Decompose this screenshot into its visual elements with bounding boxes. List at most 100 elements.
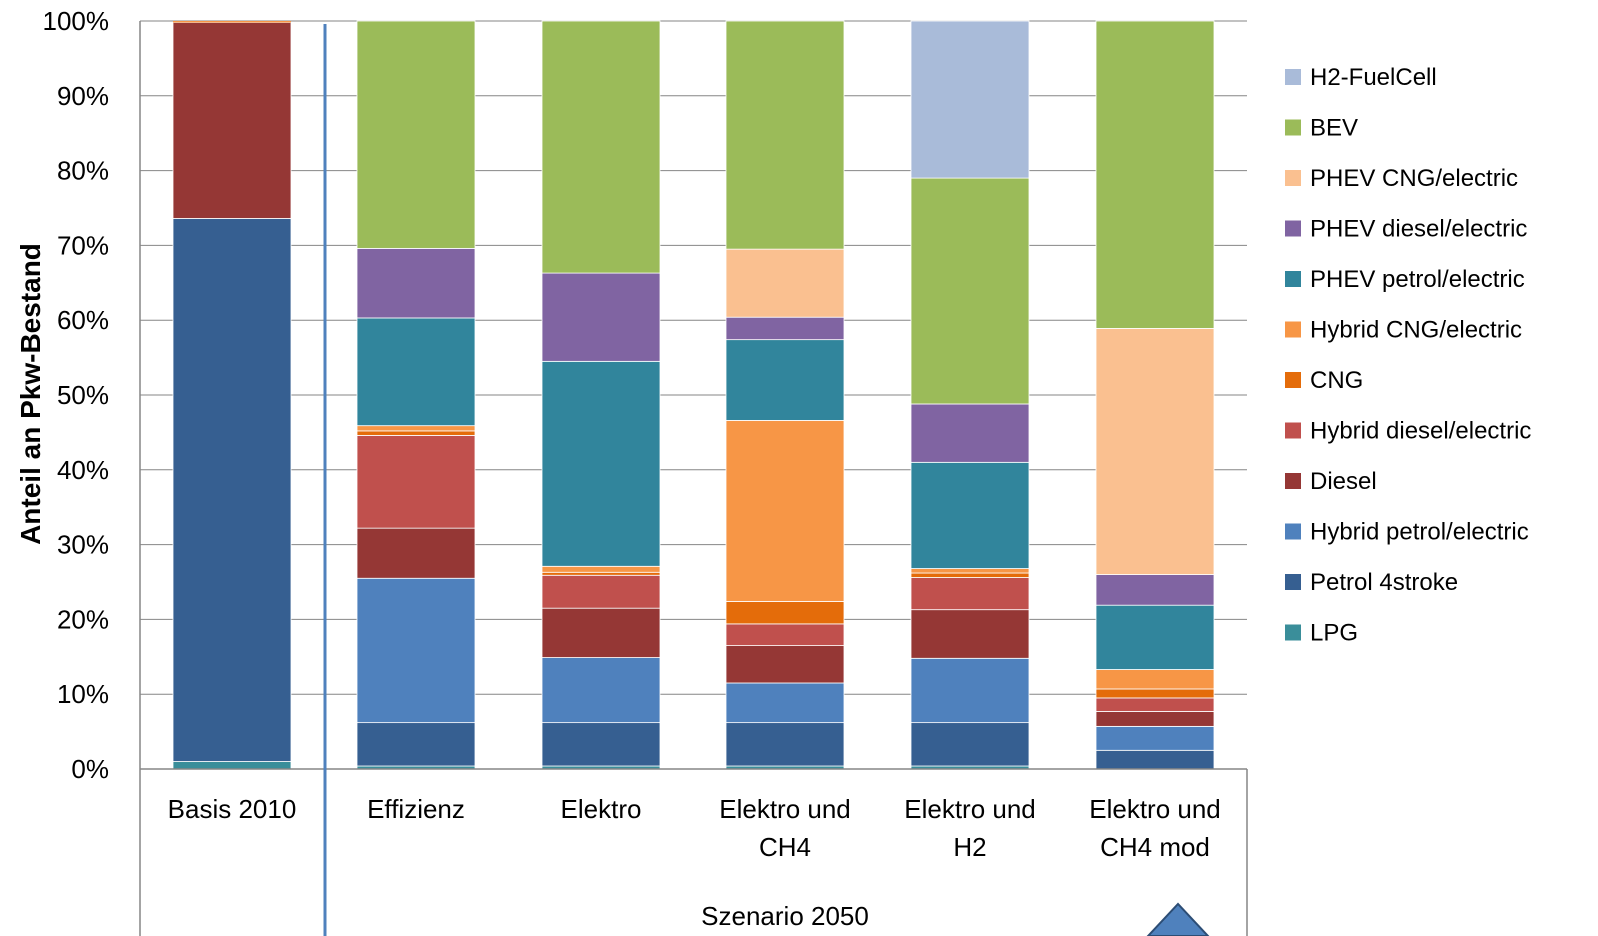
bar-segment <box>541 20 661 274</box>
legend-label: PHEV CNG/electric <box>1310 165 1518 192</box>
bar-segment <box>356 247 476 319</box>
bar-segment <box>910 403 1030 463</box>
group-label: Szenario 2050 <box>701 901 869 931</box>
category-label: CH4 <box>759 832 811 862</box>
bar-segment <box>1095 697 1215 712</box>
legend-swatch <box>1285 321 1301 338</box>
bar-segment <box>910 722 1030 767</box>
bar-segment <box>1095 328 1215 575</box>
bar-segment <box>541 360 661 567</box>
category-label: CH4 mod <box>1100 832 1210 862</box>
legend-label: Hybrid petrol/electric <box>1310 519 1529 546</box>
legend-swatch <box>1285 372 1301 388</box>
bar-segment <box>910 177 1030 405</box>
bar-segment <box>910 577 1030 611</box>
bar-segment <box>725 722 845 767</box>
bar-segment <box>1095 574 1215 606</box>
bar-segment <box>172 218 292 762</box>
bar-segment <box>173 21 291 23</box>
bar-segment <box>356 722 476 767</box>
bar-segment <box>910 461 1030 569</box>
bar-segment <box>541 565 661 573</box>
bar-segment <box>541 722 661 767</box>
legend-swatch <box>1285 473 1301 489</box>
bar-segment <box>1095 749 1215 770</box>
legend-label: LPG <box>1310 620 1358 647</box>
y-tick-label: 30% <box>57 530 109 560</box>
bar-segment <box>1095 604 1215 670</box>
bar-segment <box>356 527 476 579</box>
y-tick-label: 70% <box>57 230 109 260</box>
bar-segment <box>725 645 845 684</box>
legend-swatch <box>1285 220 1301 237</box>
y-tick-label: 50% <box>57 380 109 410</box>
bar-segment <box>541 657 661 724</box>
category-label: Effizienz <box>367 794 465 824</box>
bar-segment <box>1095 711 1215 727</box>
bar-segment <box>356 425 476 432</box>
legend-label: H2-FuelCell <box>1310 64 1437 91</box>
bar-segment <box>172 22 292 219</box>
bar-segment <box>725 601 845 625</box>
y-tick-label: 100% <box>43 6 110 36</box>
legend-swatch <box>1285 422 1301 439</box>
bar-segment <box>725 248 845 318</box>
y-tick-label: 10% <box>57 679 109 709</box>
legend-swatch <box>1285 170 1301 186</box>
bar-segment <box>1095 669 1215 690</box>
bar-segment <box>910 20 1030 179</box>
legend-label: PHEV petrol/electric <box>1310 266 1525 293</box>
bar-segment <box>541 272 661 362</box>
bar-segment <box>356 20 476 249</box>
legend-label: CNG <box>1310 367 1363 394</box>
bar-segment <box>172 761 292 770</box>
category-label: Elektro <box>561 794 642 824</box>
legend-swatch <box>1285 119 1301 136</box>
category-labels: Basis 2010 Effizienz Elektro Elektro und CH4… <box>168 794 1221 862</box>
legend-swatch <box>1285 624 1301 641</box>
bar-segment <box>1095 20 1215 329</box>
bar-segment <box>910 568 1030 574</box>
bar-segment <box>541 607 661 658</box>
y-tick-label: 80% <box>57 156 109 186</box>
y-axis-label: Anteil an Pkw-Bestand <box>15 243 46 545</box>
bar-segment <box>1095 725 1215 751</box>
bar-segment <box>356 430 476 436</box>
axes <box>139 21 1248 936</box>
bar-segment <box>725 316 845 341</box>
bar-segment <box>541 571 661 576</box>
bar-segment <box>1095 688 1215 699</box>
bar-segment <box>725 420 845 602</box>
bar-segment <box>910 572 1030 578</box>
bar-segment <box>356 434 476 529</box>
gridlines <box>140 20 1247 770</box>
bar-segment <box>725 623 845 646</box>
y-tick-label: 90% <box>57 81 109 111</box>
y-tick-label: 40% <box>57 455 109 485</box>
category-label: H2 <box>953 832 986 862</box>
legend-swatch <box>1285 69 1301 85</box>
bar-segment <box>725 339 845 421</box>
category-label: Elektro und <box>719 794 851 824</box>
legend-swatch <box>1285 271 1301 287</box>
arrow-icon <box>1146 902 1210 936</box>
y-tick-labels: 0% 10% 20% 30% 40% 50% 60% 70% 80% 90% 100% <box>43 6 110 784</box>
category-label: Elektro und <box>904 794 1036 824</box>
legend-label: PHEV diesel/electric <box>1310 216 1527 243</box>
legend-swatch <box>1285 574 1301 590</box>
bar-segment <box>356 317 476 427</box>
legend-label: Hybrid diesel/electric <box>1310 418 1531 445</box>
bar-segment <box>910 609 1030 659</box>
bar-segment <box>910 657 1030 724</box>
bar-segment <box>725 20 845 250</box>
y-tick-label: 20% <box>57 604 109 634</box>
legend-label: Petrol 4stroke <box>1310 569 1458 596</box>
legend-label: BEV <box>1310 115 1358 142</box>
bar-segment <box>356 577 476 724</box>
legend-label: Diesel <box>1310 468 1377 495</box>
category-label: Elektro und <box>1089 794 1221 824</box>
category-label: Basis 2010 <box>168 794 297 824</box>
bars <box>172 20 1215 770</box>
legend-swatch <box>1285 523 1301 540</box>
